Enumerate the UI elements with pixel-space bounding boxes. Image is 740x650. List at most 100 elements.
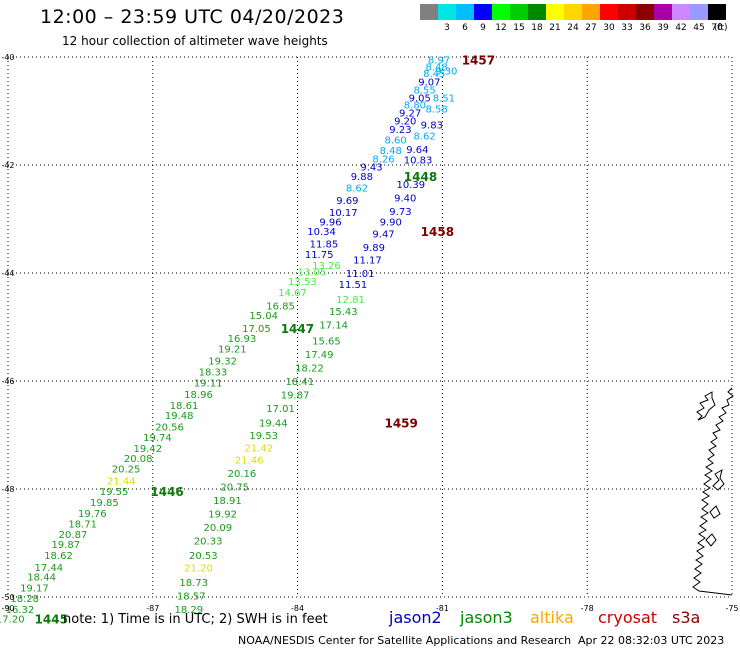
color-swatch-label: 36: [639, 23, 651, 33]
wave-height-label: 10.34: [307, 227, 336, 238]
wave-height-label: 12.81: [336, 295, 365, 306]
wave-height-label: 19.44: [259, 419, 288, 430]
color-swatch-label: 12: [495, 23, 507, 33]
wave-height-label: 10.17: [329, 208, 358, 219]
wave-height-label: 18.62: [44, 551, 73, 562]
wave-height-label: 20.56: [155, 422, 184, 433]
wave-height-label: 9.89: [363, 243, 385, 254]
coastline-segment: [696, 391, 716, 421]
wave-height-label: 8.48: [380, 146, 402, 157]
wave-height-label: 16.32: [6, 605, 35, 616]
wave-height-label: 20.25: [112, 464, 141, 475]
wave-height-label: 18.57: [177, 591, 206, 602]
lon-tick-label: -87: [146, 604, 159, 613]
pass-time-label: 1448: [404, 170, 437, 184]
wave-height-label: 20.16: [228, 469, 257, 480]
pass-time-label: 1459: [384, 417, 417, 431]
wave-height-label: 19.55: [100, 487, 129, 498]
legend-s3a: s3a: [672, 608, 701, 627]
color-swatch: [582, 4, 600, 20]
wave-height-label: 15.04: [249, 311, 278, 322]
wave-height-label: 9.23: [389, 125, 411, 136]
wave-height-label: 19.92: [208, 509, 237, 520]
wave-height-label: 18.61: [170, 401, 199, 412]
wave-height-label: 10.39: [397, 180, 426, 191]
wave-height-label: 20.75: [220, 482, 249, 493]
wave-height-label: 9.40: [394, 193, 416, 204]
color-swatch-label: 39: [657, 23, 669, 33]
wave-height-label: 14.67: [278, 288, 307, 299]
wave-height-label: 20.33: [194, 536, 223, 547]
wave-height-label: 19.74: [143, 433, 172, 444]
wave-height-label: 19.53: [249, 431, 278, 442]
wave-height-label: 13.26: [312, 261, 341, 272]
wave-height-label: 9.88: [351, 172, 373, 183]
color-swatch-label: 3: [444, 23, 450, 33]
wave-height-label: 19.32: [208, 356, 237, 367]
wave-height-label: 9.90: [380, 218, 402, 229]
map-title: 12:00 – 23:59 UTC 04/20/2023: [40, 6, 345, 28]
axis-tick-labels: -90 -87 -84 -81 -78 -75 -40 -42 -44 -46 -48 -50: [1, 53, 738, 613]
wave-height-label: 8.55: [413, 85, 435, 96]
legend-altika: altika: [530, 608, 574, 627]
color-swatch: [636, 4, 654, 20]
color-swatch: [510, 4, 528, 20]
lon-tick-label: -75: [725, 604, 738, 613]
wave-height-label: 8.26: [372, 155, 394, 166]
wave-height-label: 18.29: [175, 605, 204, 616]
wave-height-label: 18.96: [184, 390, 213, 401]
wave-height-label: 19.42: [133, 444, 162, 455]
wave-height-label: 9.47: [372, 230, 394, 241]
wave-height-label: 11.51: [339, 280, 368, 291]
color-swatch-label: 15: [513, 23, 525, 33]
map-grid: [7, 56, 733, 598]
wave-height-label: 9.43: [360, 163, 382, 174]
pass-time-label: 1446: [150, 485, 183, 499]
wave-height-label: 21.46: [235, 455, 264, 466]
lon-tick-label: -90: [1, 604, 14, 613]
color-swatch-label: 6: [462, 23, 468, 33]
color-swatch-label: 27: [585, 23, 597, 33]
wave-height-label: 10.83: [404, 156, 433, 167]
pass-time-label: 1457: [462, 54, 495, 68]
wave-height-label: 21.42: [245, 443, 274, 454]
wave-height-label: 17.49: [305, 350, 334, 361]
wave-height-label: 9.30: [435, 67, 457, 78]
wave-height-label: 19.85: [90, 498, 119, 509]
wave-height-label: 8.48: [426, 63, 448, 74]
coastline-segment: [709, 505, 721, 519]
wave-height-label: 13.53: [288, 277, 317, 288]
wave-height-label: 18.41: [286, 377, 315, 388]
wave-height-label: 9.96: [319, 218, 341, 229]
wave-height-label: 17.01: [266, 404, 295, 415]
wave-height-label: 18.71: [68, 520, 97, 531]
color-swatch: [420, 4, 438, 20]
wave-height-label: 8.45: [423, 69, 445, 80]
color-scale-units: (ft): [714, 23, 728, 33]
wave-height-label: 17.20: [0, 615, 25, 626]
wave-height-label: 16.93: [228, 334, 257, 345]
legend-jason3: jason3: [460, 608, 513, 627]
color-swatch: [474, 4, 492, 20]
wave-height-label: 8.60: [384, 136, 406, 147]
wave-height-label: 19.76: [78, 509, 107, 520]
color-swatch-label: 45: [693, 23, 705, 33]
coastline-segment: [712, 468, 725, 491]
pass-time-label: 1445: [35, 613, 68, 627]
wave-height-label: 17.14: [319, 320, 348, 331]
map-subtitle: 12 hour collection of altimeter wave hei…: [62, 34, 328, 48]
wave-height-label: 11.01: [346, 269, 375, 280]
color-swatch-label: 18: [531, 23, 543, 33]
wave-height-label: 8.51: [433, 94, 455, 105]
lon-tick-label: -84: [291, 604, 304, 613]
wave-height-labels: 8.978.488.459.078.559.058.809.279.209.23…: [0, 56, 457, 626]
wave-height-label: 19.21: [218, 345, 247, 356]
color-swatch: [600, 4, 618, 20]
wave-height-label: 15.43: [329, 307, 358, 318]
wave-height-label: 20.87: [59, 530, 88, 541]
wave-height-label: 9.73: [389, 207, 411, 218]
wave-height-label: 20.53: [189, 551, 218, 562]
color-swatch-label: 9: [480, 23, 486, 33]
generated-timestamp: Apr 22 08:32:03 UTC 2023: [578, 634, 725, 647]
